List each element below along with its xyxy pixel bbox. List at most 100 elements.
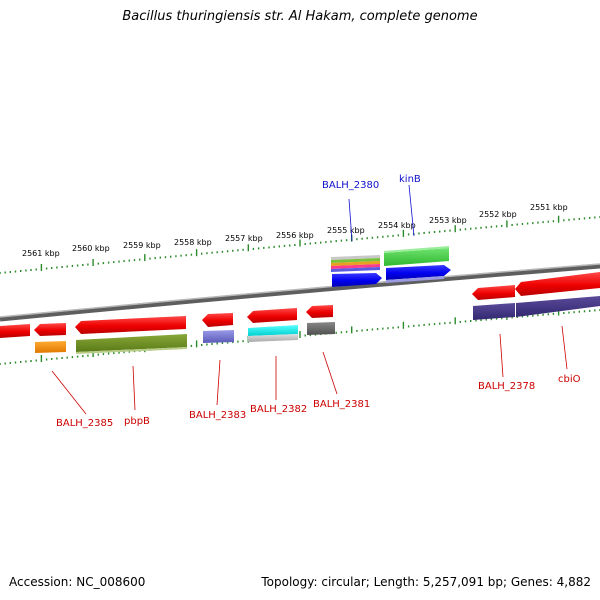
- minor-tick: [366, 237, 368, 240]
- topology-text: Topology: circular; Length: 5,257,091 bp…: [261, 575, 591, 589]
- genome-backbone: [0, 263, 600, 322]
- feature-bar: [516, 296, 600, 317]
- gene-label-BALH_2381[interactable]: BALH_2381: [313, 399, 370, 410]
- feature-BALH_2378[interactable]: [472, 285, 515, 320]
- minor-tick: [201, 252, 203, 255]
- major-tick: [351, 326, 353, 334]
- feature-stripe: [331, 255, 380, 260]
- minor-tick: [537, 314, 539, 317]
- gene-label-cbiO[interactable]: cbiO: [558, 374, 581, 385]
- gene-arrow[interactable]: [386, 265, 451, 280]
- minor-tick: [118, 260, 120, 263]
- feature-stripe: [331, 267, 380, 272]
- minor-tick: [82, 355, 84, 358]
- feature-BALH_2381[interactable]: [306, 305, 335, 335]
- minor-tick: [376, 328, 379, 331]
- feature-BALH_2383[interactable]: [202, 313, 234, 343]
- genome-title: Bacillus thuringiensis str. Al Hakam, co…: [122, 9, 478, 24]
- feature-BALH_2380[interactable]: [331, 255, 382, 287]
- feature-kinB[interactable]: [384, 246, 451, 283]
- minor-tick: [25, 269, 27, 272]
- minor-tick: [526, 315, 529, 318]
- minor-tick: [433, 231, 436, 233]
- minor-tick: [190, 253, 193, 256]
- gene-label-BALH_2385[interactable]: BALH_2385: [56, 418, 113, 429]
- gene-label-BALH_2383[interactable]: BALH_2383: [189, 410, 246, 421]
- minor-tick: [61, 357, 63, 359]
- minor-tick: [206, 343, 208, 346]
- scale-label: 2556 kbp: [276, 231, 314, 240]
- minor-tick: [314, 242, 317, 245]
- minor-tick: [71, 356, 74, 359]
- minor-tick: [0, 272, 1, 274]
- minor-tick: [552, 312, 555, 315]
- feature-edge-left[interactable]: [0, 324, 30, 338]
- minor-tick: [185, 254, 187, 257]
- major-tick: [92, 259, 94, 266]
- gene-arrow[interactable]: [515, 272, 600, 296]
- gene-label-BALH_2378[interactable]: BALH_2378: [478, 381, 535, 392]
- minor-tick: [66, 356, 68, 359]
- feature-pbpB[interactable]: [75, 316, 187, 354]
- minor-tick: [71, 265, 74, 267]
- accession-text: Accession: NC_008600: [9, 575, 146, 589]
- minor-tick: [444, 322, 446, 325]
- minor-tick: [294, 244, 296, 246]
- minor-tick: [413, 324, 415, 327]
- minor-tick: [35, 268, 37, 271]
- minor-tick: [433, 323, 436, 326]
- scale-label: 2557 kbp: [225, 234, 263, 243]
- minor-tick: [485, 318, 487, 321]
- minor-tick: [226, 341, 229, 344]
- gene-label-pbpB[interactable]: pbpB: [124, 416, 150, 427]
- minor-tick: [356, 238, 358, 241]
- minor-tick: [273, 245, 275, 248]
- gene-arrow[interactable]: [306, 305, 333, 318]
- minor-tick: [547, 313, 549, 316]
- gene-arrow[interactable]: [34, 323, 66, 336]
- feature-stripe: [331, 261, 380, 266]
- minor-tick: [76, 355, 79, 358]
- minor-tick: [87, 354, 89, 357]
- gene-label-kinB[interactable]: kinB: [399, 174, 421, 185]
- minor-tick: [516, 223, 518, 226]
- major-tick: [454, 225, 456, 233]
- minor-tick: [439, 322, 441, 325]
- feature-BALH_2382[interactable]: [247, 308, 298, 342]
- minor-tick: [56, 266, 58, 269]
- minor-tick: [516, 316, 518, 318]
- feature-cbiO[interactable]: [515, 272, 600, 317]
- minor-tick: [387, 235, 389, 238]
- feature-stripe: [331, 258, 380, 263]
- gene-arrow[interactable]: [332, 273, 382, 287]
- minor-tick: [578, 310, 580, 313]
- minor-tick: [20, 270, 22, 272]
- minor-tick: [283, 244, 286, 247]
- feature-bar: [248, 325, 298, 336]
- minor-tick: [340, 239, 343, 242]
- gene-label-BALH_2380[interactable]: BALH_2380: [322, 180, 379, 191]
- minor-tick: [589, 309, 591, 312]
- minor-tick: [423, 232, 425, 234]
- minor-tick: [495, 317, 498, 320]
- gene-arrow[interactable]: [0, 324, 30, 338]
- gene-arrow[interactable]: [472, 285, 515, 300]
- feature-BALH_2385[interactable]: [34, 323, 66, 353]
- minor-tick: [149, 257, 151, 260]
- minor-tick: [449, 321, 451, 324]
- scale-label: 2561 kbp: [22, 249, 60, 258]
- minor-tick: [133, 259, 136, 262]
- minor-tick: [470, 320, 472, 322]
- minor-tick: [589, 216, 591, 219]
- minor-tick: [563, 312, 565, 314]
- gene-arrow[interactable]: [75, 316, 186, 334]
- minor-tick: [211, 343, 213, 345]
- feature-bar: [473, 303, 515, 320]
- gene-arrow[interactable]: [202, 313, 233, 327]
- gene-label-BALH_2382[interactable]: BALH_2382: [250, 404, 307, 415]
- minor-tick: [485, 226, 487, 229]
- gene-arrow[interactable]: [247, 308, 297, 323]
- major-tick: [144, 254, 146, 262]
- feature-bar-top: [384, 246, 449, 253]
